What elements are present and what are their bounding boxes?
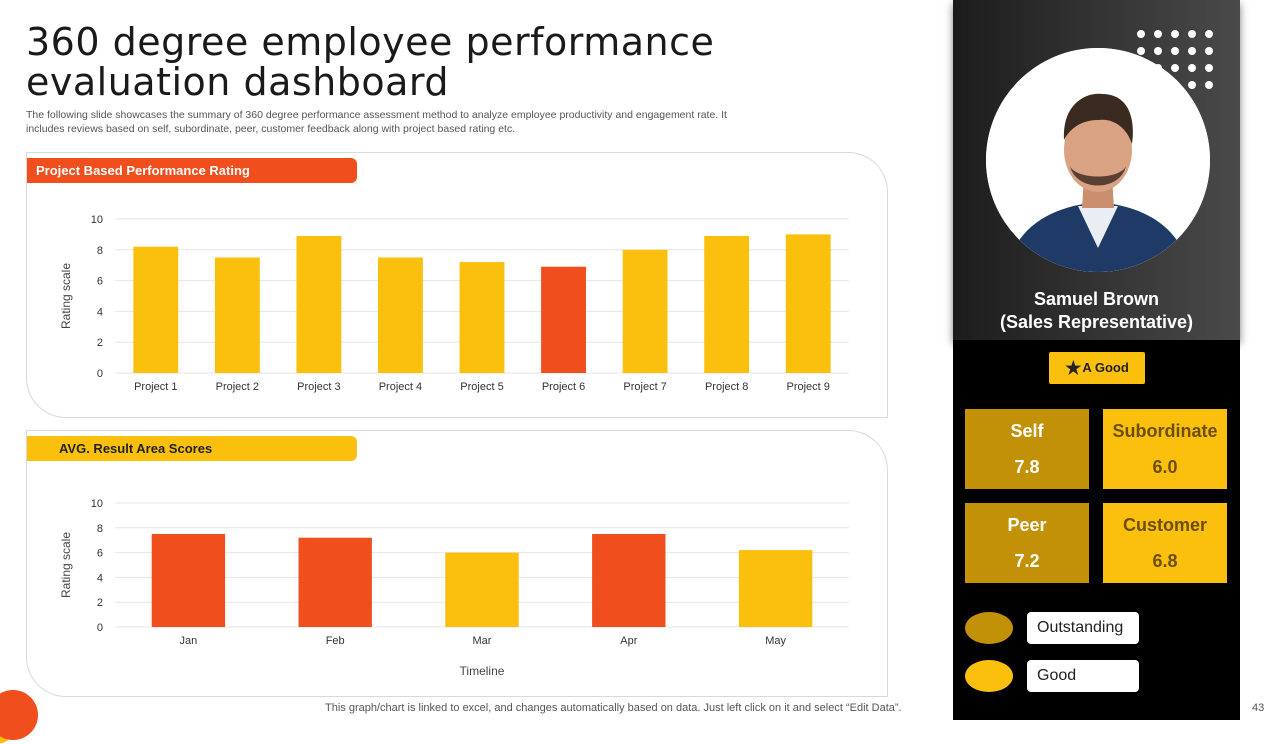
dot [1205, 47, 1213, 55]
page-number: 43 [1252, 702, 1265, 714]
x-tick-label: Apr [620, 635, 637, 647]
score-value: 6.8 [1152, 551, 1178, 571]
score-self: Self 7.8 [965, 409, 1089, 489]
y-axis-label: Rating scale [59, 263, 73, 329]
dot [1171, 47, 1179, 55]
x-tick-label: Project 9 [787, 381, 830, 393]
dot [1154, 30, 1162, 38]
employee-name-block: Samuel Brown (Sales Representative) [953, 288, 1240, 334]
employee-role: (Sales Representative) [999, 312, 1194, 332]
profile-panel: Samuel Brown (Sales Representative) ★A G… [953, 0, 1240, 720]
y-tick-label: 6 [97, 548, 103, 560]
y-tick-label: 4 [97, 306, 103, 318]
x-tick-label: Project 6 [542, 381, 585, 393]
dot [1154, 47, 1162, 55]
dot [1137, 30, 1145, 38]
profile-photo [986, 48, 1210, 272]
x-tick-label: May [765, 635, 786, 647]
y-tick-label: 6 [97, 276, 103, 288]
bar [445, 552, 519, 627]
dot [1205, 30, 1213, 38]
rating-badge-label: A Good [1082, 360, 1129, 375]
legend-label-good: Good [1027, 660, 1139, 692]
score-label: Subordinate [1112, 421, 1218, 441]
project-rating-title: Project Based Performance Rating [27, 158, 357, 183]
x-tick-label: Project 7 [623, 381, 666, 393]
x-tick-label: Feb [326, 635, 345, 647]
score-label: Peer [1007, 515, 1047, 535]
profile-header: Samuel Brown (Sales Representative) [953, 0, 1240, 340]
y-tick-label: 8 [97, 245, 103, 257]
dot [1171, 64, 1179, 72]
y-tick-label: 8 [97, 523, 103, 535]
dot [1171, 30, 1179, 38]
y-tick-label: 4 [97, 572, 103, 584]
rating-badge: ★A Good [1049, 352, 1145, 384]
star-icon: ★ [1065, 358, 1082, 378]
legend-swatch-good [965, 660, 1013, 692]
page-subtitle: The following slide showcases the summar… [26, 109, 727, 135]
bar [151, 534, 226, 627]
decorative-circle-orange [0, 690, 38, 740]
y-tick-label: 10 [91, 498, 103, 510]
x-tick-label: Project 2 [216, 381, 259, 393]
score-label: Customer [1122, 515, 1207, 535]
project-rating-card: Project Based Performance Rating 0 2 4 6 8 10… [26, 152, 888, 418]
result-area-chart[interactable]: 0 2 4 6 8 10 Rating scale Jan Feb Mar Apr May Timeli… [27, 431, 887, 696]
dot [1188, 64, 1196, 72]
y-axis-label: Rating scale [59, 532, 73, 598]
dot [1205, 64, 1213, 72]
dot [1137, 47, 1145, 55]
bar [592, 534, 666, 627]
page-title: 360 degree employee performance evaluati… [26, 20, 715, 104]
dot [1205, 81, 1213, 89]
score-label: Self [1010, 421, 1044, 441]
person-avatar-icon [986, 48, 1210, 272]
y-tick-label: 0 [97, 622, 103, 634]
score-peer: Peer 7.2 [965, 503, 1089, 583]
score-value: 6.0 [1152, 457, 1178, 477]
x-tick-label: Project 4 [379, 381, 422, 393]
dot [1188, 30, 1196, 38]
score-value: 7.8 [1014, 457, 1040, 477]
y-tick-label: 2 [97, 597, 103, 609]
x-tick-label: Project 8 [705, 381, 748, 393]
x-tick-label: Jan [180, 635, 198, 647]
score-customer: Customer 6.8 [1103, 503, 1227, 583]
dot [1188, 47, 1196, 55]
bar [785, 234, 831, 373]
x-axis-label: Timeline [460, 664, 505, 678]
bar [704, 235, 750, 373]
bar [459, 262, 505, 373]
bar [622, 249, 668, 373]
result-area-title: AVG. Result Area Scores [27, 436, 357, 461]
bar [738, 550, 813, 627]
dot [1188, 81, 1196, 89]
bar [133, 246, 179, 373]
result-area-card: AVG. Result Area Scores 0 2 4 6 8 10 Rating sc… [26, 430, 888, 697]
y-tick-label: 10 [91, 214, 103, 226]
employee-name: Samuel Brown [1033, 289, 1160, 309]
bar [298, 537, 372, 627]
bar [378, 257, 423, 373]
footer-note: This graph/chart is linked to excel, and… [325, 702, 902, 714]
score-subordinate: Subordinate 6.0 [1103, 409, 1227, 489]
x-tick-label: Project 3 [297, 381, 340, 393]
x-tick-label: Mar [473, 635, 492, 647]
legend-label-outstanding: Outstanding [1027, 612, 1139, 644]
score-value: 7.2 [1014, 551, 1040, 571]
y-tick-label: 2 [97, 337, 103, 349]
bar [296, 235, 342, 373]
x-tick-label: Project 5 [460, 381, 503, 393]
bar [541, 266, 586, 373]
x-tick-label: Project 1 [134, 381, 177, 393]
y-tick-label: 0 [97, 368, 103, 380]
legend-swatch-outstanding [965, 612, 1013, 644]
bar [214, 257, 260, 373]
